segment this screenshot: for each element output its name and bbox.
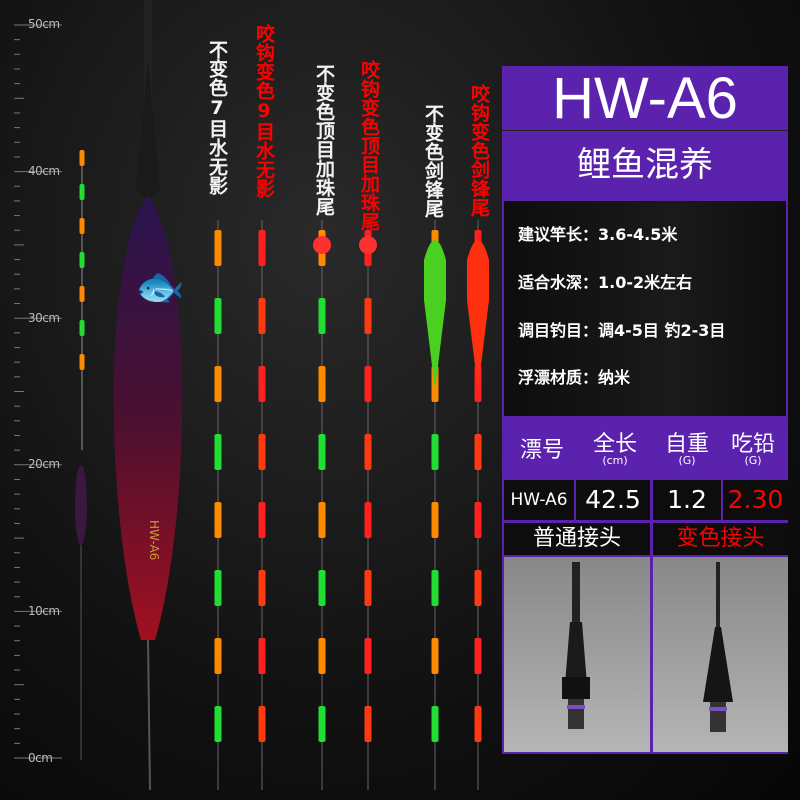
float-body-label: HW-A6 xyxy=(147,520,161,560)
header-float-no: 漂号 xyxy=(519,438,564,463)
fish-type: 鲤鱼混养 xyxy=(577,145,713,185)
float-tip-segment xyxy=(431,502,439,538)
spec-rod-length: 建议竿长：3.6-4.5米 xyxy=(518,225,678,244)
float-tip-segment xyxy=(79,354,85,370)
floats-illustration: 🐟 HW-A6 xyxy=(75,0,489,791)
connector-color-label: 变色接头 xyxy=(653,523,788,555)
float-tip-segment xyxy=(431,638,439,674)
sword-tip xyxy=(467,240,489,390)
float-tip-segment xyxy=(364,706,372,742)
float-tip-segment xyxy=(318,366,326,402)
float-tip-segment xyxy=(318,434,326,470)
float-label-6: 咬钩变色剑锋尾 xyxy=(468,84,490,217)
float-tip-segment xyxy=(431,706,439,742)
float-tip-segment xyxy=(258,298,266,334)
float-tip-segment xyxy=(258,502,266,538)
float-tip-segment xyxy=(258,638,266,674)
cell-length: 42.5 xyxy=(576,480,650,520)
cell-model: HW-A6 xyxy=(504,480,574,520)
float-tip-segment xyxy=(431,570,439,606)
float-tip-segment xyxy=(258,570,266,606)
float-tip-segment xyxy=(214,298,222,334)
float-tip-segment xyxy=(318,570,326,606)
table-header: 漂号 全长 (cm) 自重 (G) 吃铅 (G) xyxy=(502,418,788,480)
bead-icon xyxy=(359,236,377,254)
float-tip-segment xyxy=(258,366,266,402)
float-tip-segment xyxy=(364,434,372,470)
float-tip-segment xyxy=(474,502,482,538)
float-label-5: 不变色剑锋尾 xyxy=(422,104,444,218)
spec-panel: HW-A6 鲤鱼混养 建议竿长：3.6-4.5米 适合水深：1.0-2米左右 调… xyxy=(502,66,788,754)
ruler-label: 10cm xyxy=(28,604,60,618)
model-title: HW-A6 xyxy=(502,66,788,131)
float-tip-segment xyxy=(474,434,482,470)
float-tip-segment xyxy=(318,502,326,538)
header-lead-unit: (G) xyxy=(744,454,762,467)
ruler-label: 40cm xyxy=(28,164,60,178)
float-stem xyxy=(147,639,151,791)
float-body xyxy=(113,195,183,640)
float-tip-segment xyxy=(214,570,222,606)
spec-material: 浮漂材质：纳米 xyxy=(518,368,631,387)
float-tip-segment xyxy=(474,638,482,674)
float-tip-segment xyxy=(79,184,85,200)
float-neck xyxy=(136,60,160,200)
spec-water-depth: 适合水深：1.0-2米左右 xyxy=(518,273,693,292)
float-tip-segment xyxy=(214,366,222,402)
float-tip-segment xyxy=(214,638,222,674)
spec-list: 建议竿长：3.6-4.5米 适合水深：1.0-2米左右 调目钓目：调4-5目 钓… xyxy=(504,201,786,416)
connector-color-image xyxy=(653,557,788,752)
small-float-body xyxy=(75,465,87,545)
float-tip-segment xyxy=(258,706,266,742)
sword-tip xyxy=(424,240,446,390)
connector-normal-label: 普通接头 xyxy=(504,523,650,555)
float-tip-segment xyxy=(214,230,222,266)
ruler-ticks xyxy=(14,24,62,759)
spec-tuning: 调目钓目：调4-5目 钓2-3目 xyxy=(518,321,726,340)
float-tip-segment xyxy=(431,434,439,470)
ruler-label: 20cm xyxy=(28,457,60,471)
ruler-label: 50cm xyxy=(28,17,60,31)
float-tip-segment xyxy=(364,298,372,334)
header-weight: 自重 xyxy=(664,432,709,457)
float-tip-segment xyxy=(318,638,326,674)
bead-icon xyxy=(313,236,331,254)
float-tip-segment xyxy=(318,706,326,742)
float-label-4: 咬钩变色顶目加珠尾 xyxy=(358,60,380,231)
float-label-3: 不变色顶目加珠尾 xyxy=(313,64,335,216)
cell-weight: 1.2 xyxy=(653,480,721,520)
float-tip-segment xyxy=(364,502,372,538)
float-tip-segment xyxy=(258,434,266,470)
float-tip-segment xyxy=(364,638,372,674)
ruler-label: 30cm xyxy=(28,311,60,325)
float-label-1: 不变色7目水无影 xyxy=(206,40,228,195)
float-tip-segment xyxy=(364,570,372,606)
float-label-2: 咬钩变色9目水无影 xyxy=(253,24,275,198)
ruler-scale: 50cm 40cm 30cm 20cm 10cm 0cm xyxy=(14,17,74,770)
float-tip-segment xyxy=(214,502,222,538)
header-weight-unit: (G) xyxy=(678,454,696,467)
cell-lead: 2.30 xyxy=(723,480,788,520)
header-length: 全长 xyxy=(592,432,637,457)
header-lead: 吃铅 xyxy=(730,432,775,457)
float-tip-segment xyxy=(79,286,85,302)
carp-emblem: 🐟 xyxy=(135,264,185,310)
float-tip-segment xyxy=(79,320,85,336)
float-tip-segment xyxy=(318,298,326,334)
float-tip-segment xyxy=(474,570,482,606)
ruler-label: 0cm xyxy=(28,751,53,765)
float-tip-segment xyxy=(79,252,85,268)
float-tip-segment xyxy=(364,366,372,402)
float-tip-segment xyxy=(474,706,482,742)
header-length-unit: (cm) xyxy=(602,454,628,467)
float-tip-segment xyxy=(214,434,222,470)
float-tip-segment xyxy=(79,150,85,166)
float-tip-segment xyxy=(79,218,85,234)
float-tip-segment xyxy=(258,230,266,266)
float-tip-segment xyxy=(214,706,222,742)
connector-normal-image xyxy=(504,557,650,752)
